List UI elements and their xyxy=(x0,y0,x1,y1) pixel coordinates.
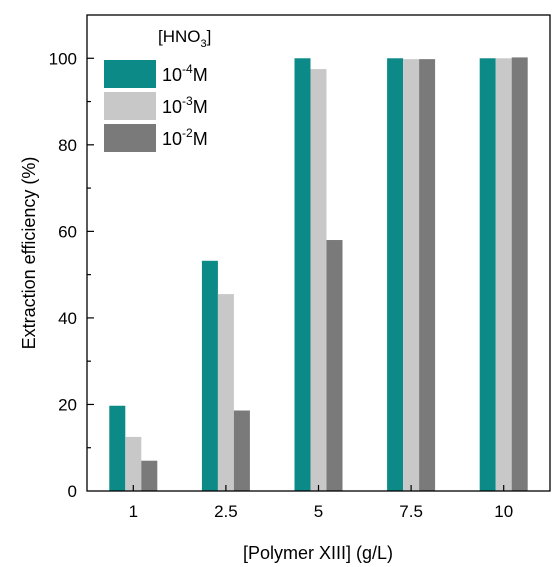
y-tick-label: 60 xyxy=(58,222,77,241)
y-axis: 0 20 40 60 80 100 xyxy=(49,49,94,501)
legend: [HNO3] 10-4M 10-3M 10-2M xyxy=(104,27,211,152)
y-tick-label: 100 xyxy=(49,49,77,68)
legend-label: 10-3M xyxy=(162,94,208,117)
bar-1-series-1 xyxy=(109,405,126,491)
y-tick-label: 80 xyxy=(58,136,77,155)
legend-items: 10-4M 10-3M 10-2M xyxy=(104,60,208,152)
bars-layer xyxy=(109,57,528,491)
legend-swatch xyxy=(104,124,156,152)
legend-swatch xyxy=(104,92,156,120)
bar-5-series-3 xyxy=(326,240,343,491)
y-tick-label: 0 xyxy=(68,482,77,501)
y-tick-label: 40 xyxy=(58,309,77,328)
bar-1-series-2 xyxy=(125,436,142,491)
legend-label: 10-2M xyxy=(162,126,208,149)
bar-7.5-series-2 xyxy=(403,59,420,491)
bar-5-series-2 xyxy=(310,69,327,491)
legend-title: [HNO3] xyxy=(158,27,211,50)
y-axis-title: Extraction efficiency (%) xyxy=(19,157,39,350)
bar-2.5-series-3 xyxy=(233,410,250,491)
bar-7.5-series-1 xyxy=(387,58,404,491)
y-tick-label: 20 xyxy=(58,395,77,414)
x-tick-label: 1 xyxy=(129,502,138,521)
legend-swatch xyxy=(104,60,156,88)
bar-7.5-series-3 xyxy=(419,59,436,491)
x-tick-label: 7.5 xyxy=(399,502,423,521)
x-tick-label: 5 xyxy=(314,502,323,521)
x-tick-label: 10 xyxy=(494,502,513,521)
x-axis-title: [Polymer XIII] (g/L) xyxy=(243,543,393,563)
bar-2.5-series-1 xyxy=(201,260,218,491)
bar-2.5-series-2 xyxy=(217,294,234,491)
x-tick-label: 2.5 xyxy=(214,502,238,521)
bar-5-series-1 xyxy=(294,58,311,491)
bar-1-series-3 xyxy=(141,460,158,491)
bar-10-series-1 xyxy=(479,58,496,491)
legend-label: 10-4M xyxy=(162,62,208,85)
x-axis: 1 2.5 5 7.5 10 xyxy=(129,485,513,521)
bar-10-series-3 xyxy=(511,57,528,491)
bar-10-series-2 xyxy=(495,58,512,491)
